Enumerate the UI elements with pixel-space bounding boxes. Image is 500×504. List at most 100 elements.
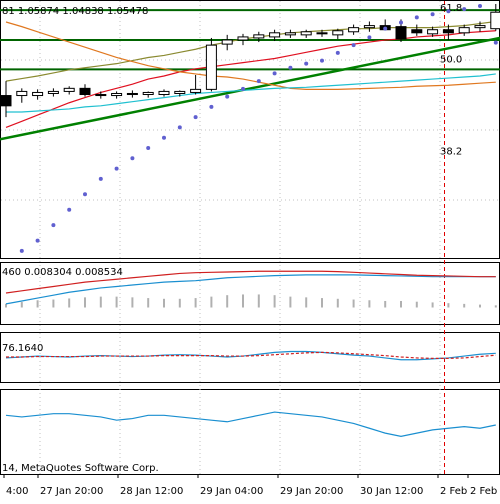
sar-dot <box>225 94 230 99</box>
sar-dot <box>51 223 56 228</box>
candle <box>490 4 500 31</box>
ohlc-header: 81 1.05874 1.04838 1.05478 <box>2 6 148 17</box>
sar-dot <box>35 238 40 243</box>
sar-dot <box>177 125 182 130</box>
indicator1-line <box>5 274 496 305</box>
candle <box>237 33 249 46</box>
candle-body <box>79 87 91 96</box>
fibo-level-label: 50.0 <box>440 55 462 66</box>
time-tick-label: 30 Jan 12:00 <box>360 486 423 497</box>
indicator1-line <box>5 270 496 294</box>
sar-dot <box>414 15 419 20</box>
time-tick-label: 29 Jan 04:00 <box>200 486 263 497</box>
sar-dot <box>256 79 261 84</box>
indicator2-label: 76.1640 <box>2 343 43 354</box>
time-tick-label: 28 Jan 12:00 <box>120 486 183 497</box>
candle <box>63 86 75 95</box>
candle <box>142 91 154 98</box>
indicator1-panel <box>5 270 497 308</box>
sar-dot <box>114 166 119 171</box>
sar-dot <box>493 40 498 45</box>
candle-body <box>95 94 107 97</box>
time-tick-label: 29 Jan 20:00 <box>280 486 343 497</box>
candle-body <box>32 91 44 97</box>
candle-body <box>269 32 281 38</box>
candle-body <box>142 91 154 96</box>
indicator2-panel-frame <box>0 332 500 383</box>
sar-dot <box>462 7 467 12</box>
trend-line <box>0 36 500 141</box>
sar-dot <box>320 58 324 63</box>
candle <box>284 29 296 38</box>
time-tick-label: 2 Feb 00:00 <box>470 486 500 497</box>
candle <box>269 29 281 42</box>
candle <box>32 89 44 100</box>
sar-dot <box>288 65 293 70</box>
sar-dot <box>351 43 356 48</box>
sar-dot <box>399 20 403 25</box>
candle <box>174 90 186 97</box>
candle <box>205 37 217 92</box>
candle <box>442 24 454 40</box>
candle <box>411 24 423 36</box>
candle-body <box>316 32 328 35</box>
time-axis: 4:00 27 Jan 20:00 28 Jan 12:00 29 Jan 04:00… <box>3 474 500 497</box>
candle <box>16 88 28 103</box>
fibo-level-label: 38.2 <box>440 147 462 158</box>
indicator2-line <box>6 351 496 359</box>
candle <box>427 26 439 37</box>
moving-average-line <box>5 21 496 90</box>
candle-body <box>300 31 312 36</box>
sar-dot <box>367 35 372 40</box>
candle-body <box>158 90 170 96</box>
sar-dot <box>335 50 340 55</box>
sar-dot <box>430 12 435 17</box>
moving-average-line <box>6 73 496 113</box>
candle-body <box>47 90 59 94</box>
candle-body <box>427 29 439 35</box>
candle <box>348 24 360 35</box>
time-tick-label: 2 Feb <box>440 486 467 497</box>
candle-body <box>205 44 217 90</box>
candle-body <box>237 36 249 41</box>
candle <box>158 89 170 97</box>
copyright-label: 14, MetaQuotes Software Corp. <box>2 463 159 474</box>
candle <box>458 24 470 36</box>
candle <box>79 84 91 97</box>
indicator1-label: 460 0.008304 0.008534 <box>2 267 123 278</box>
candle <box>363 21 375 32</box>
main-panel: 61.8 50.0 38.2 <box>0 1 500 474</box>
candle-body <box>16 90 28 97</box>
candle-body <box>284 32 296 36</box>
fibo-level-label: 61.8 <box>440 3 462 14</box>
time-tick-label: 4:00 <box>6 486 28 497</box>
sar-dot <box>383 26 388 31</box>
sar-dot <box>83 192 87 197</box>
candle <box>47 88 59 97</box>
candle <box>332 28 344 39</box>
candle <box>474 21 486 32</box>
sar-dot <box>67 207 72 212</box>
sar-dot <box>162 135 166 140</box>
sar-dot <box>130 156 135 161</box>
sar-dot <box>193 115 198 120</box>
sar-dot <box>146 146 151 150</box>
candle-body <box>490 11 500 30</box>
candle-body <box>0 95 12 107</box>
candle-body <box>126 92 138 96</box>
candle-body <box>395 26 407 40</box>
sar-dot <box>241 86 245 91</box>
time-tick-label: 27 Jan 20:00 <box>40 486 103 497</box>
candle-body <box>458 27 470 34</box>
candle <box>111 91 123 99</box>
candle-body <box>190 88 202 93</box>
candle-body <box>221 39 233 45</box>
candle <box>221 34 233 51</box>
candle-body <box>332 30 344 36</box>
candle-body <box>474 25 486 29</box>
candle <box>253 31 265 43</box>
candle-body <box>111 92 123 97</box>
moving-average-line <box>5 30 496 128</box>
